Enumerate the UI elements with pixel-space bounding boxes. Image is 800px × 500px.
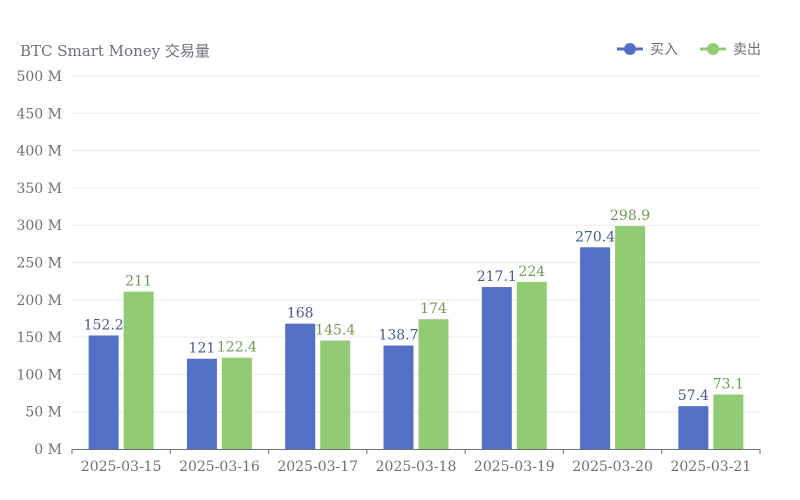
chart-title: BTC Smart Money 交易量 xyxy=(20,42,210,60)
x-tick-label: 2025-03-20 xyxy=(572,459,653,475)
y-tick-label: 0 M xyxy=(34,442,62,458)
x-tick-label: 2025-03-21 xyxy=(670,459,751,475)
y-tick-label: 200 M xyxy=(16,293,62,309)
data-label: 152.2 xyxy=(84,317,124,333)
bar-sell-2025-03-18[interactable] xyxy=(418,319,449,449)
data-label: 298.9 xyxy=(610,208,650,224)
x-axis: 2025-03-15 2025-03-16 2025-03-17 2025-03-18… xyxy=(71,449,761,475)
legend-item-buy[interactable]: 买入 xyxy=(617,42,678,58)
data-label: 270.4 xyxy=(575,229,615,245)
data-label: 168 xyxy=(287,306,314,322)
data-label: 145.4 xyxy=(315,323,355,339)
y-tick-label: 250 M xyxy=(16,256,62,272)
data-label: 73.1 xyxy=(713,376,744,392)
x-tick-label: 2025-03-16 xyxy=(179,459,260,475)
x-tick-label: 2025-03-18 xyxy=(376,459,457,475)
x-tick-label: 2025-03-19 xyxy=(474,459,555,475)
data-label: 57.4 xyxy=(678,388,709,404)
data-label: 122.4 xyxy=(217,340,257,356)
bar-buy-2025-03-19[interactable] xyxy=(481,287,512,449)
bar-sell-2025-03-16[interactable] xyxy=(221,357,252,449)
data-label: 224 xyxy=(518,264,545,280)
data-label: 211 xyxy=(125,274,152,290)
legend-marker-buy xyxy=(624,43,636,55)
y-tick-label: 400 M xyxy=(16,144,62,160)
bar-sell-2025-03-19[interactable] xyxy=(516,281,547,449)
y-tick-label: 450 M xyxy=(16,106,62,122)
bar-buy-2025-03-18[interactable] xyxy=(383,345,414,449)
y-tick-label: 50 M xyxy=(25,405,62,421)
y-tick-label: 300 M xyxy=(16,218,62,234)
data-label: 174 xyxy=(420,301,447,317)
legend: 买入 卖出 xyxy=(617,42,761,58)
legend-item-sell[interactable]: 卖出 xyxy=(700,42,761,58)
data-label: 121 xyxy=(189,341,216,357)
bar-buy-2025-03-20[interactable] xyxy=(580,247,611,449)
y-tick-label: 500 M xyxy=(16,69,62,85)
legend-marker-sell xyxy=(707,43,719,55)
bar-sell-2025-03-21[interactable] xyxy=(713,394,744,449)
x-tick-label: 2025-03-15 xyxy=(81,459,162,475)
bar-buy-2025-03-15[interactable] xyxy=(88,335,119,449)
y-tick-label: 100 M xyxy=(16,367,62,383)
x-tick-label: 2025-03-17 xyxy=(277,459,358,475)
y-tick-label: 150 M xyxy=(16,330,62,346)
bars xyxy=(88,226,744,449)
bar-buy-2025-03-21[interactable] xyxy=(678,406,709,449)
data-label: 138.7 xyxy=(378,328,418,344)
bar-sell-2025-03-20[interactable] xyxy=(615,226,646,449)
y-axis: 0 M 50 M 100 M 150 M 200 M 250 M 300 M 350 M 400… xyxy=(16,69,62,458)
legend-label-buy: 买入 xyxy=(650,42,678,58)
bar-buy-2025-03-17[interactable] xyxy=(285,323,316,449)
bar-sell-2025-03-15[interactable] xyxy=(123,291,154,449)
grid-lines xyxy=(72,75,760,413)
y-tick-label: 350 M xyxy=(16,181,62,197)
bar-buy-2025-03-16[interactable] xyxy=(186,358,217,449)
bar-sell-2025-03-17[interactable] xyxy=(320,340,351,449)
data-label: 217.1 xyxy=(477,269,517,285)
legend-label-sell: 卖出 xyxy=(733,42,761,58)
